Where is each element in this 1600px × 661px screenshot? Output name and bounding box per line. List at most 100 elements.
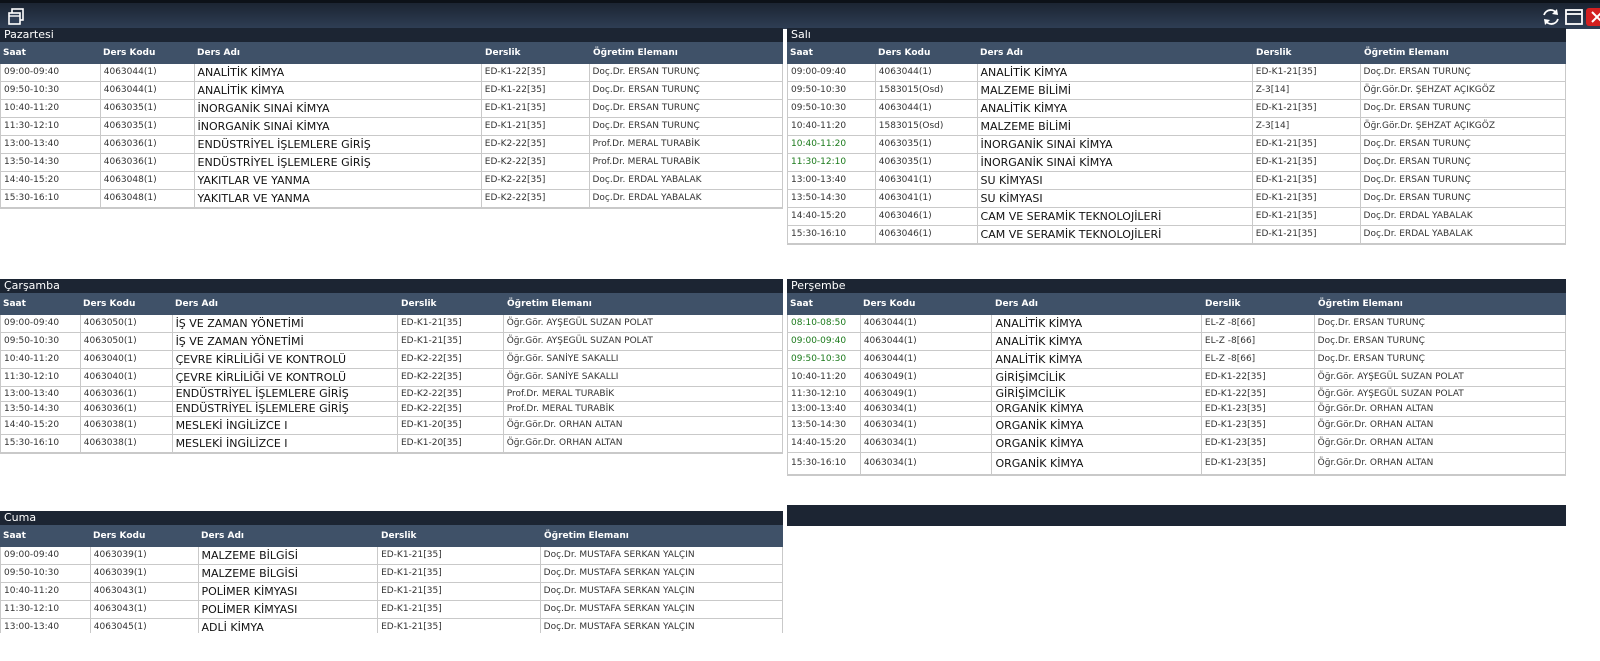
close-icon[interactable] bbox=[1586, 6, 1600, 28]
table-row[interactable]: 09:00-09:40 4063044(1) ANALİTİK KİMYA ED-K1… bbox=[788, 64, 1565, 82]
column-header-ogretim[interactable]: Öğretim Elemanı bbox=[544, 531, 629, 541]
table-row[interactable]: 10:40-11:20 1583015(Osd) MALZEME BİLİMİ Z-3… bbox=[788, 118, 1565, 136]
cell-kod: 4063034(1) bbox=[861, 435, 993, 452]
cell-ogretim: Öğr.Gör. AYŞEGÜL SUZAN POLAT bbox=[506, 336, 653, 346]
table-row[interactable]: 10:40-11:20 4063043(1) POLİMER KİMYASI ED-K… bbox=[1, 583, 782, 601]
cell-ad: İNORGANİK SINAİ KİMYA bbox=[195, 100, 482, 117]
table-row[interactable]: 13:00-13:40 4063036(1) ENDÜSTRİYEL İŞLEMLE… bbox=[1, 387, 782, 402]
table-row[interactable]: 10:40-11:20 4063035(1) İNORGANİK SINAİ KİM… bbox=[1, 100, 782, 118]
cell-ogretim: Doç.Dr. MUSTAFA SERKAN YALÇIN bbox=[543, 568, 695, 578]
column-header-saat[interactable]: Saat bbox=[790, 48, 813, 58]
window-restore-icon[interactable] bbox=[6, 6, 28, 28]
table-row[interactable]: 13:00-13:40 4063045(1) ADLİ KİMYA ED-K1-21[… bbox=[1, 619, 782, 633]
table-row[interactable]: 10:40-11:20 4063049(1) GİRİŞİMCİLİK ED-K1-2… bbox=[788, 369, 1565, 387]
cell-ad: POLİMER KİMYASI bbox=[199, 601, 379, 618]
cell-saat: 09:00-09:40 bbox=[1, 547, 91, 564]
cell-saat: 13:50-14:30 bbox=[1, 154, 101, 171]
table-row[interactable]: 09:00-09:40 4063039(1) MALZEME BİLGİSİ ED-K… bbox=[1, 547, 782, 565]
column-header-ogretim[interactable]: Öğretim Elemanı bbox=[593, 48, 678, 58]
table-row[interactable]: 15:30-16:10 4063034(1) ORGANİK KİMYA ED-K1-… bbox=[788, 453, 1565, 475]
table-row[interactable]: 09:00-09:40 4063044(1) ANALİTİK KİMYA ED-K1… bbox=[1, 64, 782, 82]
table-row[interactable]: 09:50-10:30 4063044(1) ANALİTİK KİMYA EL-Z … bbox=[788, 351, 1565, 369]
refresh-icon[interactable] bbox=[1540, 6, 1562, 28]
table-row[interactable]: 09:00-09:40 4063050(1) İŞ VE ZAMAN YÖNETİM… bbox=[1, 315, 782, 333]
column-header-kod[interactable]: Ders Kodu bbox=[878, 48, 931, 58]
column-header-ad[interactable]: Ders Adı bbox=[995, 299, 1038, 309]
cell-saat: 08:10-08:50 bbox=[788, 315, 861, 332]
cell-saat: 09:50-10:30 bbox=[788, 100, 876, 117]
cell-ogretim: Öğr.Gör.Dr. ORHAN ALTAN bbox=[1317, 458, 1434, 468]
table-row[interactable]: 14:40-15:20 4063038(1) MESLEKİ İNGİLİZCE I… bbox=[1, 417, 782, 435]
column-header-saat[interactable]: Saat bbox=[3, 531, 26, 541]
table-row[interactable]: 13:50-14:30 4063036(1) ENDÜSTRİYEL İŞLEMLE… bbox=[1, 402, 782, 417]
table-row[interactable]: 15:30-16:10 4063038(1) MESLEKİ İNGİLİZCE I… bbox=[1, 435, 782, 453]
table-row[interactable]: 09:50-10:30 4063044(1) ANALİTİK KİMYA ED-K1… bbox=[1, 82, 782, 100]
table-row[interactable]: 13:50-14:30 4063041(1) SU KİMYASI ED-K1-21[… bbox=[788, 190, 1565, 208]
table-row[interactable]: 10:40-11:20 4063035(1) İNORGANİK SINAİ KİM… bbox=[788, 136, 1565, 154]
cell-derslik: Z-3[14] bbox=[1253, 82, 1361, 99]
cell-derslik: ED-K2-22[35] bbox=[482, 172, 590, 189]
cell-derslik: ED-K1-23[35] bbox=[1202, 402, 1315, 416]
cell-ad: MESLEKİ İNGİLİZCE I bbox=[173, 417, 398, 434]
table-row[interactable]: 13:00-13:40 4063034(1) ORGANİK KİMYA ED-K1-… bbox=[788, 402, 1565, 417]
cell-ogretim: Doç.Dr. ERSAN TURUNÇ bbox=[1363, 157, 1471, 167]
table-row[interactable]: 13:50-14:30 4063034(1) ORGANİK KİMYA ED-K1-… bbox=[788, 417, 1565, 435]
table-row[interactable]: 11:30-12:10 4063049(1) GİRİŞİMCİLİK ED-K1-2… bbox=[788, 387, 1565, 402]
table-row[interactable]: 09:50-10:30 1583015(Osd) MALZEME BİLİMİ Z-3… bbox=[788, 82, 1565, 100]
table-row[interactable]: 14:40-15:20 4063048(1) YAKITLAR VE YANMA ED… bbox=[1, 172, 782, 190]
table-row[interactable]: 13:00-13:40 4063041(1) SU KİMYASI ED-K1-21[… bbox=[788, 172, 1565, 190]
table-row[interactable]: 11:30-12:10 4063043(1) POLİMER KİMYASI ED-K… bbox=[1, 601, 782, 619]
cell-ad: ENDÜSTRİYEL İŞLEMLERE GİRİŞ bbox=[195, 154, 482, 171]
column-header-derslik[interactable]: Derslik bbox=[485, 48, 521, 58]
table-row[interactable]: 10:40-11:20 4063040(1) ÇEVRE KİRLİLİĞİ VE … bbox=[1, 351, 782, 369]
cell-ogretim: Öğr.Gör. AYŞEGÜL SUZAN POLAT bbox=[1317, 389, 1464, 399]
column-header-ad[interactable]: Ders Adı bbox=[980, 48, 1023, 58]
column-header-ogretim[interactable]: Öğretim Elemanı bbox=[507, 299, 592, 309]
table-row[interactable]: 09:50-10:30 4063044(1) ANALİTİK KİMYA ED-K1… bbox=[788, 100, 1565, 118]
cell-derslik: ED-K1-21[35] bbox=[1253, 136, 1361, 153]
column-header-derslik[interactable]: Derslik bbox=[401, 299, 437, 309]
table-body: 08:10-08:50 4063044(1) ANALİTİK KİMYA EL-Z … bbox=[787, 315, 1566, 476]
cell-derslik: ED-K1-21[35] bbox=[1253, 208, 1361, 225]
column-header-saat[interactable]: Saat bbox=[790, 299, 813, 309]
table-row[interactable]: 11:30-12:10 4063040(1) ÇEVRE KİRLİLİĞİ VE … bbox=[1, 369, 782, 387]
cell-ad: ANALİTİK KİMYA bbox=[992, 315, 1202, 332]
maximize-icon[interactable] bbox=[1563, 6, 1585, 28]
column-header-kod[interactable]: Ders Kodu bbox=[83, 299, 136, 309]
column-header-kod[interactable]: Ders Kodu bbox=[93, 531, 146, 541]
column-header-ad[interactable]: Ders Adı bbox=[201, 531, 244, 541]
table-body: 09:00-09:40 4063044(1) ANALİTİK KİMYA ED-K1… bbox=[0, 64, 783, 209]
cell-saat: 13:50-14:30 bbox=[788, 190, 876, 207]
column-header-kod[interactable]: Ders Kodu bbox=[103, 48, 156, 58]
table-row[interactable]: 09:00-09:40 4063044(1) ANALİTİK KİMYA EL-Z … bbox=[788, 333, 1565, 351]
column-header-derslik[interactable]: Derslik bbox=[1256, 48, 1292, 58]
column-header-derslik[interactable]: Derslik bbox=[381, 531, 417, 541]
column-header-ad[interactable]: Ders Adı bbox=[175, 299, 218, 309]
column-header-ogretim[interactable]: Öğretim Elemanı bbox=[1318, 299, 1403, 309]
day-title: Salı bbox=[787, 28, 1566, 42]
table-header: Saat Ders Kodu Ders Adı Derslik Öğretim Elem… bbox=[787, 293, 1566, 315]
table-row[interactable]: 09:50-10:30 4063050(1) İŞ VE ZAMAN YÖNETİM… bbox=[1, 333, 782, 351]
table-row[interactable]: 09:50-10:30 4063039(1) MALZEME BİLGİSİ ED-K… bbox=[1, 565, 782, 583]
column-header-ad[interactable]: Ders Adı bbox=[197, 48, 240, 58]
table-row[interactable]: 14:40-15:20 4063046(1) CAM VE SERAMİK TEKN… bbox=[788, 208, 1565, 226]
empty-day-panel bbox=[787, 505, 1566, 526]
table-row[interactable]: 15:30-16:10 4063048(1) YAKITLAR VE YANMA ED… bbox=[1, 190, 782, 208]
cell-saat: 11:30-12:10 bbox=[1, 118, 101, 135]
table-row[interactable]: 11:30-12:10 4063035(1) İNORGANİK SINAİ KİM… bbox=[788, 154, 1565, 172]
column-header-saat[interactable]: Saat bbox=[3, 299, 26, 309]
cell-saat: 09:00-09:40 bbox=[1, 64, 101, 81]
column-header-saat[interactable]: Saat bbox=[3, 48, 26, 58]
cell-derslik: Z-3[14] bbox=[1253, 118, 1361, 135]
table-row[interactable]: 14:40-15:20 4063034(1) ORGANİK KİMYA ED-K1-… bbox=[788, 435, 1565, 453]
table-row[interactable]: 13:00-13:40 4063036(1) ENDÜSTRİYEL İŞLEMLE… bbox=[1, 136, 782, 154]
column-header-kod[interactable]: Ders Kodu bbox=[863, 299, 916, 309]
column-header-derslik[interactable]: Derslik bbox=[1205, 299, 1241, 309]
table-row[interactable]: 08:10-08:50 4063044(1) ANALİTİK KİMYA EL-Z … bbox=[788, 315, 1565, 333]
table-row[interactable]: 15:30-16:10 4063046(1) CAM VE SERAMİK TEKN… bbox=[788, 226, 1565, 244]
table-row[interactable]: 11:30-12:10 4063035(1) İNORGANİK SINAİ KİM… bbox=[1, 118, 782, 136]
column-header-ogretim[interactable]: Öğretim Elemanı bbox=[1364, 48, 1449, 58]
cell-ad: ORGANİK KİMYA bbox=[992, 453, 1202, 474]
cell-saat: 09:50-10:30 bbox=[1, 333, 81, 350]
table-row[interactable]: 13:50-14:30 4063036(1) ENDÜSTRİYEL İŞLEMLE… bbox=[1, 154, 782, 172]
